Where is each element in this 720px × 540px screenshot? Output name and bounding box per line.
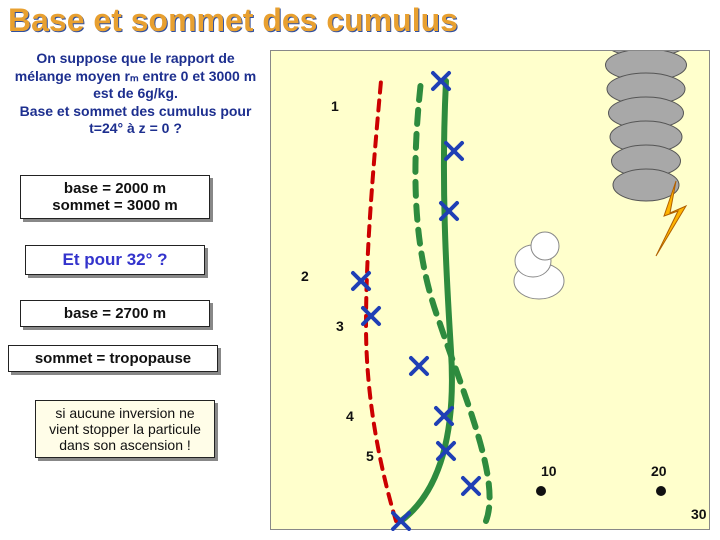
note-box: si aucune inversion ne vient stopper la … [35, 400, 215, 458]
svg-text:3: 3 [336, 318, 344, 334]
svg-text:4: 4 [346, 408, 354, 424]
answer-box-2b: sommet = tropopause [8, 345, 218, 372]
svg-text:10: 10 [541, 463, 557, 479]
answer-box-1: base = 2000 msommet = 3000 m [20, 175, 210, 219]
answer-box-2a: base = 2700 m [20, 300, 210, 327]
plot-svg: 1 2 3 4 5 10 20 30 [271, 51, 711, 531]
svg-text:5: 5 [366, 448, 374, 464]
slide-container: Base et sommet des cumulus On suppose qu… [0, 0, 720, 540]
svg-text:20: 20 [651, 463, 667, 479]
svg-text:1: 1 [331, 98, 339, 114]
svg-text:2: 2 [301, 268, 309, 284]
svg-text:30: 30 [691, 506, 707, 522]
description-text: On suppose que le rapport de mélange moy… [8, 50, 263, 138]
slide-title: Base et sommet des cumulus [8, 2, 458, 39]
plot-area: 1 2 3 4 5 10 20 30 [270, 50, 710, 530]
question-box-2: Et pour 32° ? [25, 245, 205, 275]
